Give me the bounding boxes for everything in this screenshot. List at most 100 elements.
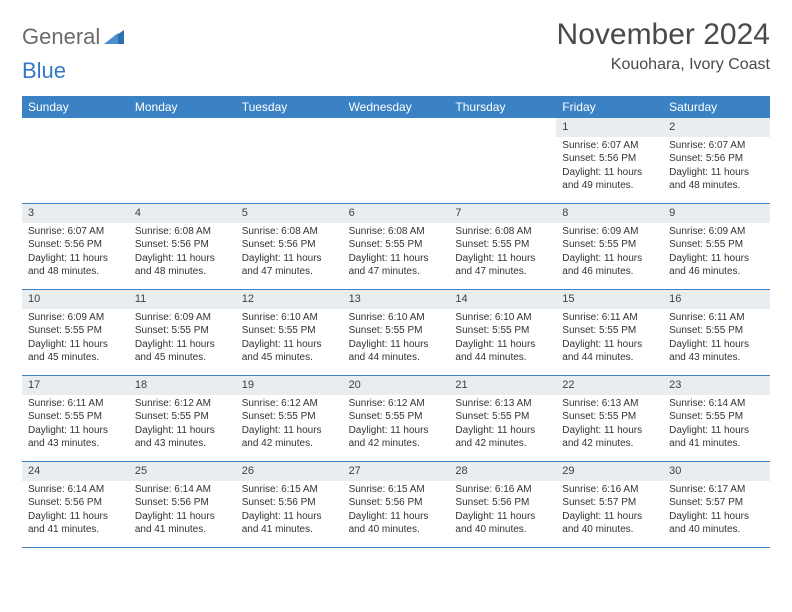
calendar-body: 1Sunrise: 6:07 AMSunset: 5:56 PMDaylight… <box>22 118 770 548</box>
daylight-text: Daylight: 11 hours and 44 minutes. <box>349 338 444 365</box>
daylight-text: Daylight: 11 hours and 48 minutes. <box>135 252 230 279</box>
sunrise-text: Sunrise: 6:11 AM <box>562 311 657 325</box>
sunset-text: Sunset: 5:55 PM <box>669 238 764 252</box>
daylight-text: Daylight: 11 hours and 42 minutes. <box>242 424 337 451</box>
day-number: 28 <box>449 462 556 481</box>
weekday-header: Wednesday <box>343 96 450 118</box>
day-number: 4 <box>129 204 236 223</box>
daylight-text: Daylight: 11 hours and 44 minutes. <box>455 338 550 365</box>
day-number: 3 <box>22 204 129 223</box>
sunrise-text: Sunrise: 6:09 AM <box>135 311 230 325</box>
daylight-text: Daylight: 11 hours and 47 minutes. <box>349 252 444 279</box>
day-info: Sunrise: 6:10 AMSunset: 5:55 PMDaylight:… <box>236 309 343 371</box>
daylight-text: Daylight: 11 hours and 41 minutes. <box>135 510 230 537</box>
calendar-cell: 1Sunrise: 6:07 AMSunset: 5:56 PMDaylight… <box>556 118 663 204</box>
calendar-cell: 2Sunrise: 6:07 AMSunset: 5:56 PMDaylight… <box>663 118 770 204</box>
daylight-text: Daylight: 11 hours and 42 minutes. <box>562 424 657 451</box>
daylight-text: Daylight: 11 hours and 40 minutes. <box>669 510 764 537</box>
calendar-cell: 18Sunrise: 6:12 AMSunset: 5:55 PMDayligh… <box>129 376 236 462</box>
sunrise-text: Sunrise: 6:09 AM <box>562 225 657 239</box>
day-info: Sunrise: 6:09 AMSunset: 5:55 PMDaylight:… <box>22 309 129 371</box>
calendar-cell: 16Sunrise: 6:11 AMSunset: 5:55 PMDayligh… <box>663 290 770 376</box>
weekday-header: Monday <box>129 96 236 118</box>
daylight-text: Daylight: 11 hours and 40 minutes. <box>562 510 657 537</box>
sunset-text: Sunset: 5:55 PM <box>349 238 444 252</box>
day-info: Sunrise: 6:07 AMSunset: 5:56 PMDaylight:… <box>663 137 770 199</box>
sunset-text: Sunset: 5:55 PM <box>28 410 123 424</box>
daylight-text: Daylight: 11 hours and 45 minutes. <box>28 338 123 365</box>
calendar-cell: 29Sunrise: 6:16 AMSunset: 5:57 PMDayligh… <box>556 462 663 548</box>
logo-triangle-icon <box>104 24 124 50</box>
day-number: 24 <box>22 462 129 481</box>
day-number: 16 <box>663 290 770 309</box>
calendar-cell: 3Sunrise: 6:07 AMSunset: 5:56 PMDaylight… <box>22 204 129 290</box>
calendar-cell-empty <box>129 118 236 204</box>
sunrise-text: Sunrise: 6:07 AM <box>28 225 123 239</box>
sunset-text: Sunset: 5:56 PM <box>669 152 764 166</box>
sunset-text: Sunset: 5:56 PM <box>242 496 337 510</box>
day-number: 13 <box>343 290 450 309</box>
title-block: November 2024 Kouohara, Ivory Coast <box>557 18 770 74</box>
day-info: Sunrise: 6:14 AMSunset: 5:56 PMDaylight:… <box>129 481 236 543</box>
sunrise-text: Sunrise: 6:09 AM <box>669 225 764 239</box>
day-number: 1 <box>556 118 663 137</box>
calendar-cell: 20Sunrise: 6:12 AMSunset: 5:55 PMDayligh… <box>343 376 450 462</box>
day-info: Sunrise: 6:11 AMSunset: 5:55 PMDaylight:… <box>663 309 770 371</box>
day-info: Sunrise: 6:09 AMSunset: 5:55 PMDaylight:… <box>663 223 770 285</box>
weekday-header: Sunday <box>22 96 129 118</box>
sunset-text: Sunset: 5:55 PM <box>562 410 657 424</box>
sunrise-text: Sunrise: 6:12 AM <box>135 397 230 411</box>
calendar-cell: 10Sunrise: 6:09 AMSunset: 5:55 PMDayligh… <box>22 290 129 376</box>
day-number: 27 <box>343 462 450 481</box>
day-info: Sunrise: 6:08 AMSunset: 5:56 PMDaylight:… <box>236 223 343 285</box>
sunset-text: Sunset: 5:55 PM <box>669 410 764 424</box>
sunset-text: Sunset: 5:55 PM <box>455 410 550 424</box>
day-number: 12 <box>236 290 343 309</box>
day-number: 5 <box>236 204 343 223</box>
day-number: 8 <box>556 204 663 223</box>
calendar-cell: 7Sunrise: 6:08 AMSunset: 5:55 PMDaylight… <box>449 204 556 290</box>
sunset-text: Sunset: 5:55 PM <box>349 410 444 424</box>
daylight-text: Daylight: 11 hours and 45 minutes. <box>242 338 337 365</box>
calendar: SundayMondayTuesdayWednesdayThursdayFrid… <box>22 96 770 548</box>
sunset-text: Sunset: 5:56 PM <box>28 238 123 252</box>
sunset-text: Sunset: 5:56 PM <box>562 152 657 166</box>
daylight-text: Daylight: 11 hours and 45 minutes. <box>135 338 230 365</box>
sunset-text: Sunset: 5:57 PM <box>669 496 764 510</box>
sunset-text: Sunset: 5:55 PM <box>135 324 230 338</box>
sunrise-text: Sunrise: 6:11 AM <box>669 311 764 325</box>
day-number: 23 <box>663 376 770 395</box>
sunrise-text: Sunrise: 6:16 AM <box>562 483 657 497</box>
day-info: Sunrise: 6:15 AMSunset: 5:56 PMDaylight:… <box>343 481 450 543</box>
logo-word2: Blue <box>22 58 66 84</box>
day-number: 21 <box>449 376 556 395</box>
day-number: 9 <box>663 204 770 223</box>
day-number: 22 <box>556 376 663 395</box>
sunset-text: Sunset: 5:57 PM <box>562 496 657 510</box>
sunset-text: Sunset: 5:55 PM <box>349 324 444 338</box>
daylight-text: Daylight: 11 hours and 41 minutes. <box>28 510 123 537</box>
daylight-text: Daylight: 11 hours and 44 minutes. <box>562 338 657 365</box>
calendar-cell: 23Sunrise: 6:14 AMSunset: 5:55 PMDayligh… <box>663 376 770 462</box>
sunrise-text: Sunrise: 6:14 AM <box>28 483 123 497</box>
day-info: Sunrise: 6:08 AMSunset: 5:56 PMDaylight:… <box>129 223 236 285</box>
weekday-header: Saturday <box>663 96 770 118</box>
day-number: 30 <box>663 462 770 481</box>
day-number: 6 <box>343 204 450 223</box>
sunrise-text: Sunrise: 6:08 AM <box>135 225 230 239</box>
sunrise-text: Sunrise: 6:08 AM <box>349 225 444 239</box>
calendar-cell-empty <box>343 118 450 204</box>
daylight-text: Daylight: 11 hours and 47 minutes. <box>242 252 337 279</box>
calendar-cell-empty <box>449 118 556 204</box>
day-info: Sunrise: 6:09 AMSunset: 5:55 PMDaylight:… <box>129 309 236 371</box>
sunrise-text: Sunrise: 6:08 AM <box>455 225 550 239</box>
sunrise-text: Sunrise: 6:11 AM <box>28 397 123 411</box>
day-info: Sunrise: 6:09 AMSunset: 5:55 PMDaylight:… <box>556 223 663 285</box>
day-info: Sunrise: 6:12 AMSunset: 5:55 PMDaylight:… <box>343 395 450 457</box>
sunrise-text: Sunrise: 6:12 AM <box>349 397 444 411</box>
daylight-text: Daylight: 11 hours and 43 minutes. <box>669 338 764 365</box>
day-info: Sunrise: 6:16 AMSunset: 5:57 PMDaylight:… <box>556 481 663 543</box>
calendar-cell: 5Sunrise: 6:08 AMSunset: 5:56 PMDaylight… <box>236 204 343 290</box>
calendar-cell: 30Sunrise: 6:17 AMSunset: 5:57 PMDayligh… <box>663 462 770 548</box>
page: General November 2024 Kouohara, Ivory Co… <box>0 0 792 566</box>
